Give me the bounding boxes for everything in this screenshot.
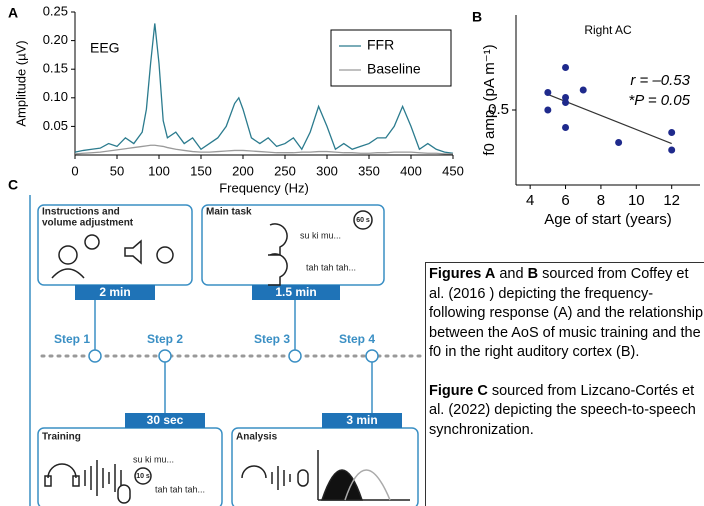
mic-icon [118,485,130,503]
annotation: *P = 0.05 [628,92,690,109]
step-label: Step 3 [254,332,290,346]
y-tick-label: 0.25 [43,3,68,18]
stimulus-text: su ki mu... [133,454,174,464]
point [562,124,569,131]
head-icon [268,224,287,255]
y-axis-label: f0 amp. (pA m⁻¹) [481,44,498,155]
waveform-icon [272,466,290,490]
speaker-icon [125,241,141,263]
stimulus-text: tah tah tah... [155,484,205,494]
caption-text: and [495,266,527,282]
x-tick-label: 8 [597,192,605,209]
timer: 60 s [356,217,370,224]
chart-title: Right AC [584,23,632,37]
duration: 2 min [99,285,130,299]
box-title: volume adjustment [42,218,134,229]
timer: 10 s [136,473,150,480]
x-tick-label: 150 [190,163,212,178]
x-tick-label: 400 [400,163,422,178]
headphones-icon [48,464,76,478]
caption-bold: Figure C [429,383,488,399]
x-tick-label: 350 [358,163,380,178]
x-axis-label: Age of start (years) [544,211,672,228]
caption-paragraph: Figure C sourced from Lizcano-Cortés et … [429,382,704,441]
head-icon [59,246,77,264]
stimulus-text: su ki mu... [300,230,341,240]
y-tick-label: 0.20 [43,32,68,47]
panel-label: A [8,5,18,21]
x-tick-label: 250 [274,163,296,178]
x-tick-label: 450 [442,163,464,178]
x-tick-label: 6 [561,192,569,209]
y-tick-label: 0.10 [43,89,68,104]
meter-icon [157,247,173,263]
caption-bold: B [528,266,538,282]
step-label: Step 1 [54,332,90,346]
point [562,64,569,71]
box-title: Training [42,432,81,443]
x-tick-label: 0 [71,163,78,178]
headphones-icon [242,466,266,478]
caption: Figures A and B sourced from Coffey et a… [425,262,704,506]
x-tick-label: 12 [663,192,680,209]
duration: 3 min [346,413,377,427]
x-tick-label: 10 [628,192,645,209]
y-tick-label: 0.05 [43,118,68,133]
line-series [75,145,453,154]
point [544,89,551,96]
caption-bold: Figures A [429,266,495,282]
annotation: EEG [90,40,120,56]
page: {"chart_data":[ {"type":"line","panel_la… [0,0,704,506]
x-tick-label: 50 [110,163,124,178]
caption-paragraph: Figures A and B sourced from Coffey et a… [429,265,704,363]
y-tick-label: 0.15 [43,61,68,76]
x-tick-label: 200 [232,163,254,178]
x-tick-label: 300 [316,163,338,178]
point [668,147,675,154]
step-label: Step 2 [147,332,183,346]
distribution-icon [322,470,362,500]
point [668,129,675,136]
step-label: Step 4 [339,332,375,346]
head-icon [52,269,84,278]
mic-icon [298,470,308,486]
diagram [30,195,420,506]
step-dot [366,350,378,362]
waveform-icon [85,460,121,496]
legend-label: FFR [367,37,394,53]
y-axis-label: Amplitude (µV) [13,40,28,126]
step-dot [289,350,301,362]
box-title: Analysis [236,432,278,443]
point [562,99,569,106]
step-dot [89,350,101,362]
duration: 1.5 min [275,285,316,299]
box-title: Instructions and [42,207,120,218]
head-icon [268,254,287,285]
box-title: Main task [206,207,252,218]
stimulus-text: tah tah tah... [306,262,356,272]
x-tick-label: 100 [148,163,170,178]
step-dot [159,350,171,362]
point [615,139,622,146]
x-axis-label: Frequency (Hz) [219,180,309,195]
legend-label: Baseline [367,61,421,77]
annotation: r = –0.53 [630,72,690,89]
speech-icon [85,235,99,249]
panel-label: B [472,9,482,25]
panel-label: C [8,177,18,193]
point [544,107,551,114]
point [580,87,587,94]
x-tick-label: 4 [526,192,534,209]
duration: 30 sec [147,413,184,427]
